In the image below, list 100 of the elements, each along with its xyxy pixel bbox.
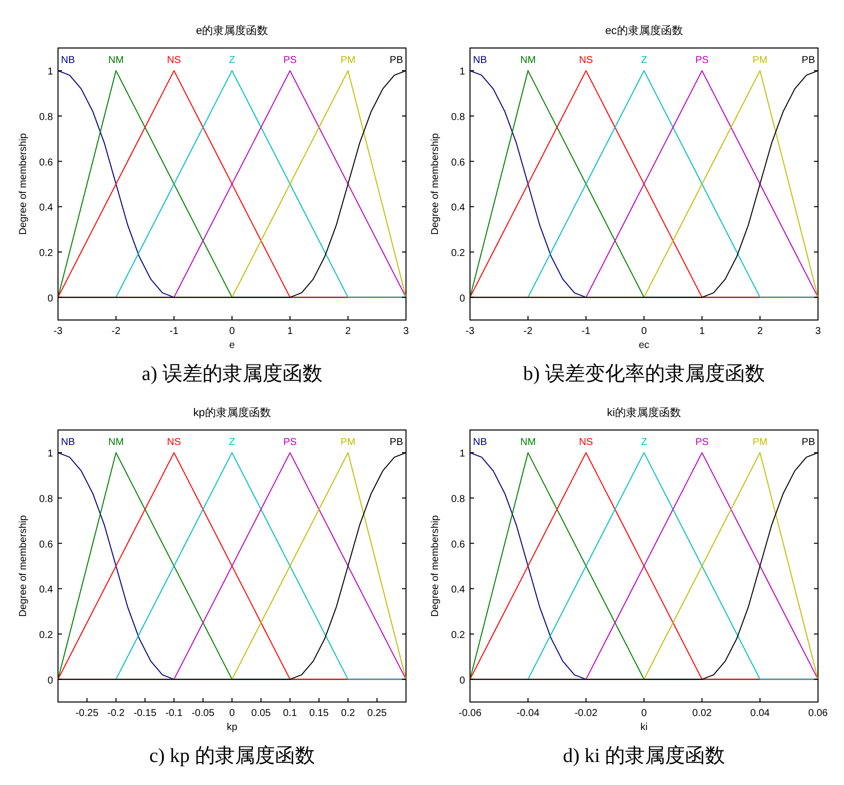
chart-title: ec的隶属度函数 [605,24,683,37]
series-label: PS [283,55,297,66]
series-label: NM [520,437,536,448]
y-tick-label: 0.8 [451,112,466,123]
x-tick-label: -0.1 [165,708,184,719]
x-tick-label: -3 [54,326,63,337]
series-label: NS [167,437,182,448]
y-axis-title: Degree of membership [430,514,441,617]
y-axis-title: Degree of membership [18,132,29,235]
series-label: NS [579,55,594,66]
x-tick-label: -2 [524,326,533,337]
y-tick-label: 0 [47,675,54,686]
x-tick-label: 0 [229,708,236,719]
series-label: NM [108,437,124,448]
series-label: PM [340,55,356,66]
chart-title: ki的隶属度函数 [607,406,681,419]
x-tick-label: -2 [112,326,121,337]
x-tick-label: -0.05 [192,708,215,719]
x-tick-label: 0 [641,708,648,719]
series-label: NM [108,55,124,66]
x-axis-title: e [229,340,236,351]
x-tick-label: 1 [699,326,706,337]
x-tick-label: 0.05 [251,708,272,719]
x-tick-label: -0.25 [76,708,99,719]
series-label: PM [752,437,768,448]
y-tick-label: 0.4 [39,584,54,596]
x-tick-label: -1 [170,326,179,337]
y-tick-label: 1 [459,66,466,78]
text: c) kp 的隶属度函数 [149,745,315,767]
y-tick-label: 0 [459,293,466,304]
x-axis-title: kp [226,722,238,733]
y-tick-label: 0.2 [39,248,54,259]
series-label: NB [61,55,76,66]
series-label: Z [640,437,648,448]
series-label: PM [340,437,356,448]
series-label: NB [473,437,488,448]
x-tick-label: -3 [466,326,475,337]
x-tick-label: -0.15 [134,708,157,719]
x-tick-label: 0.02 [692,708,712,719]
x-tick-label: 3 [815,326,822,337]
x-tick-label: -0.06 [458,708,482,719]
y-tick-label: 0 [459,675,466,686]
y-axis-title: Degree of membership [18,514,29,617]
text: b) 误差变化率的隶属度函数 [523,363,765,385]
x-tick-label: 3 [403,326,410,337]
series-label: NB [473,55,488,66]
y-tick-label: 0.8 [451,494,466,505]
x-tick-label: 1 [287,326,294,337]
y-tick-label: 1 [459,448,466,460]
y-tick-label: 0.2 [39,630,54,641]
series-label: PS [695,55,709,66]
series-label: PM [752,55,768,66]
series-label: NM [520,55,536,66]
y-tick-label: 0.6 [39,157,54,168]
y-tick-label: 0.8 [39,494,54,505]
series-label: PS [695,437,709,448]
x-tick-label: 0.15 [309,708,330,719]
x-tick-label: 0 [229,326,236,337]
x-tick-label: 0.04 [750,708,770,719]
y-tick-label: 0.2 [451,248,466,259]
x-tick-label: -0.2 [107,708,126,719]
series-label: Z [228,437,236,448]
y-tick-label: 0.2 [451,630,466,641]
x-tick-label: -0.02 [574,708,598,719]
chart-title: e的隶属度函数 [196,24,268,37]
y-tick-label: 0.8 [39,112,54,123]
text: d) ki 的隶属度函数 [562,745,726,767]
x-axis-title: ki [640,722,648,733]
series-label: PB [390,55,404,66]
x-tick-label: 2 [757,326,764,337]
x-tick-label: 0.25 [367,708,388,719]
x-tick-label: -1 [582,326,591,337]
y-tick-label: 0.6 [451,539,466,550]
chart-title: kp的隶属度函数 [193,406,271,419]
y-tick-label: 0.6 [39,539,54,550]
x-tick-label: -0.04 [516,708,540,719]
y-tick-label: 0.6 [451,157,466,168]
series-label: PB [390,437,404,448]
y-tick-label: 0.4 [451,584,466,596]
x-tick-label: 0.1 [283,708,298,719]
y-tick-label: 0 [47,293,54,304]
x-axis-title: ec [638,340,650,351]
series-label: PB [802,55,816,66]
series-label: NS [167,55,182,66]
y-tick-label: 0.4 [451,202,466,214]
text: a) 误差的隶属度函数 [142,363,322,385]
y-axis-title: Degree of membership [430,132,441,235]
x-tick-label: 0.06 [808,708,828,719]
y-tick-label: 1 [47,66,54,78]
series-label: Z [640,55,648,66]
x-tick-label: 0 [641,326,648,337]
series-label: Z [228,55,236,66]
y-tick-label: 0.4 [39,202,54,214]
y-tick-label: 1 [47,448,54,460]
x-tick-label: 0.2 [341,708,356,719]
x-tick-label: 2 [345,326,352,337]
series-label: PS [283,437,297,448]
series-label: NB [61,437,76,448]
series-label: PB [802,437,816,448]
series-label: NS [579,437,594,448]
